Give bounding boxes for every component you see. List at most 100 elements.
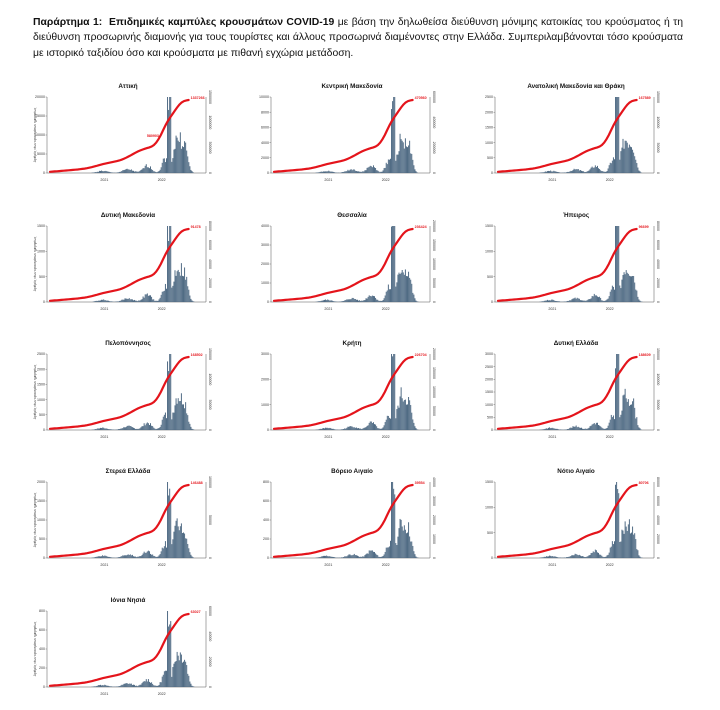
daily-bar <box>553 428 555 430</box>
daily-bar <box>572 170 574 173</box>
daily-bar <box>588 299 590 302</box>
daily-bar <box>147 423 149 430</box>
daily-bar <box>543 556 545 558</box>
daily-bar <box>384 167 386 173</box>
daily-bar <box>176 651 178 687</box>
daily-bar <box>361 171 363 173</box>
daily-bar <box>191 300 193 302</box>
y-tick-label: 10000 <box>259 95 269 99</box>
daily-bar <box>584 428 586 430</box>
daily-bar <box>148 425 150 430</box>
chart-panel: Στερεά Ελλάδα 2000 1500 1000 500 0 100000 50000… <box>30 468 226 580</box>
daily-bar <box>324 299 325 302</box>
daily-bar <box>178 660 180 687</box>
daily-bar <box>416 172 418 173</box>
y2-tick-label: 150000 <box>656 348 660 360</box>
daily-bar <box>637 296 639 302</box>
daily-bar <box>585 428 587 430</box>
y-tick-label: 0 <box>43 428 45 432</box>
daily-bar <box>322 171 324 173</box>
daily-bar <box>399 133 401 173</box>
daily-bar <box>411 541 413 558</box>
daily-bar <box>183 404 184 430</box>
daily-bar <box>405 404 407 430</box>
daily-bar <box>592 296 594 302</box>
daily-bar <box>103 685 105 687</box>
daily-bar <box>552 299 554 302</box>
daily-bar <box>573 298 575 302</box>
daily-bar <box>157 171 159 173</box>
daily-bar <box>603 428 605 430</box>
daily-bar <box>573 426 575 430</box>
daily-bar <box>375 168 377 173</box>
daily-bar <box>176 403 178 430</box>
daily-bar <box>591 166 593 173</box>
x-tick-label: 2021 <box>324 178 332 182</box>
daily-bar <box>344 428 346 430</box>
daily-bar <box>138 428 140 430</box>
daily-bar <box>343 171 345 173</box>
daily-bar <box>370 550 372 558</box>
daily-bar <box>616 354 618 430</box>
daily-bar <box>400 272 402 302</box>
daily-bar <box>376 299 378 302</box>
daily-bar <box>178 401 180 430</box>
daily-bar <box>111 172 113 173</box>
daily-bar <box>148 681 150 687</box>
y2-tick-label: 500000 <box>208 142 212 154</box>
daily-bar <box>603 557 605 558</box>
daily-bar <box>124 683 126 687</box>
daily-bar <box>372 551 374 558</box>
daily-bar <box>412 159 414 173</box>
daily-bar <box>178 141 180 173</box>
daily-bar <box>121 299 123 302</box>
daily-bar <box>353 298 355 302</box>
daily-bar <box>639 171 641 173</box>
daily-bar <box>377 555 379 558</box>
daily-bar <box>378 171 380 173</box>
daily-bar <box>330 428 332 430</box>
daily-bar <box>602 556 604 558</box>
daily-bar <box>154 300 156 302</box>
daily-bar <box>321 171 323 173</box>
daily-bar <box>332 556 334 558</box>
daily-bar <box>124 427 126 430</box>
daily-bar <box>136 428 138 430</box>
daily-bar <box>110 172 112 173</box>
daily-bar <box>638 427 640 430</box>
daily-bar <box>120 171 122 173</box>
daily-bar <box>133 427 134 430</box>
daily-bar <box>350 555 352 558</box>
daily-bar <box>177 398 179 430</box>
daily-bar <box>402 530 404 558</box>
daily-bar <box>384 295 386 302</box>
daily-bar <box>137 686 139 687</box>
daily-bar <box>130 299 132 302</box>
y2-tick-label: 100000 <box>432 258 436 270</box>
daily-bar <box>600 554 602 558</box>
daily-bar <box>100 684 101 687</box>
daily-bar <box>543 300 545 302</box>
daily-bar <box>143 297 145 302</box>
daily-bar <box>402 142 404 173</box>
daily-bar <box>401 140 403 173</box>
daily-bar <box>139 428 141 430</box>
daily-bar <box>589 555 591 558</box>
daily-bar <box>581 300 582 302</box>
peak-value-label: 188609 <box>639 353 651 357</box>
daily-bar <box>104 170 106 173</box>
daily-bar <box>620 151 622 173</box>
daily-bar <box>166 547 167 558</box>
daily-bar <box>333 301 335 302</box>
daily-bar <box>408 271 410 302</box>
daily-bar <box>370 166 372 173</box>
daily-bar <box>396 282 398 302</box>
daily-bar <box>571 555 573 558</box>
daily-bar <box>139 556 141 558</box>
daily-bar <box>171 544 173 558</box>
daily-bar <box>385 162 387 173</box>
y-tick-label: 500 <box>487 156 493 160</box>
daily-bar <box>181 404 183 430</box>
daily-bar <box>636 417 638 430</box>
daily-bar <box>407 404 408 430</box>
